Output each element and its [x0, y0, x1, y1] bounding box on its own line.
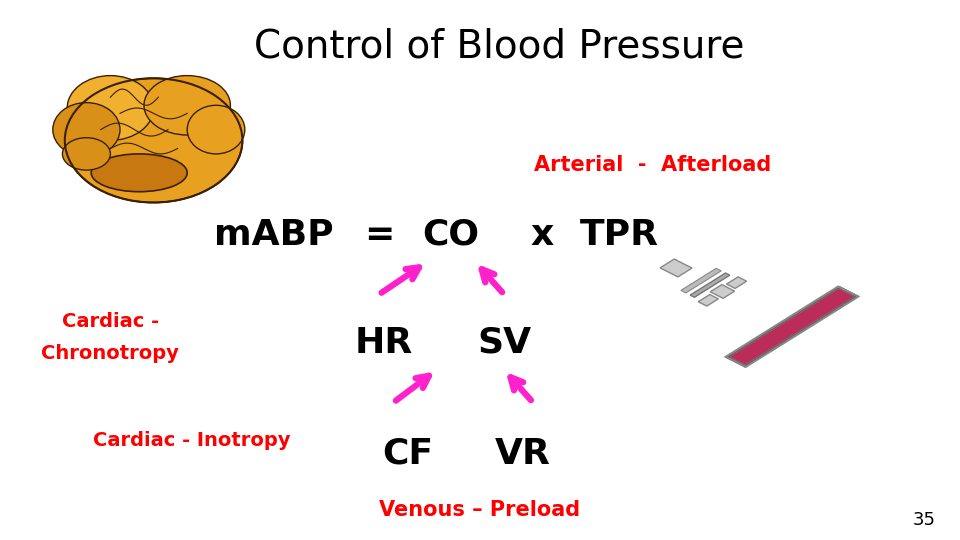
- Text: mABP: mABP: [214, 218, 333, 252]
- Text: HR: HR: [355, 326, 413, 360]
- Text: Control of Blood Pressure: Control of Blood Pressure: [254, 27, 744, 65]
- Ellipse shape: [64, 78, 242, 202]
- Text: 35: 35: [913, 511, 936, 529]
- Polygon shape: [698, 294, 718, 306]
- Polygon shape: [730, 288, 854, 365]
- Text: Cardiac - Inotropy: Cardiac - Inotropy: [93, 430, 291, 450]
- Text: =: =: [364, 218, 395, 252]
- Ellipse shape: [144, 76, 230, 135]
- Ellipse shape: [67, 76, 154, 140]
- Ellipse shape: [62, 138, 110, 170]
- Text: Chronotropy: Chronotropy: [41, 344, 180, 363]
- Text: x: x: [531, 218, 554, 252]
- Ellipse shape: [187, 105, 245, 154]
- Polygon shape: [710, 285, 734, 298]
- Text: Cardiac -: Cardiac -: [61, 312, 159, 331]
- Text: Arterial  -  Afterload: Arterial - Afterload: [534, 154, 772, 175]
- Text: SV: SV: [477, 326, 531, 360]
- Text: CF: CF: [382, 437, 434, 470]
- Polygon shape: [727, 287, 857, 366]
- Text: TPR: TPR: [580, 218, 659, 252]
- Text: Venous – Preload: Venous – Preload: [379, 500, 581, 521]
- Text: VR: VR: [495, 437, 551, 470]
- Polygon shape: [681, 268, 721, 293]
- Ellipse shape: [91, 154, 187, 192]
- Polygon shape: [690, 273, 730, 297]
- Text: CO: CO: [422, 218, 480, 252]
- Ellipse shape: [53, 103, 120, 157]
- Polygon shape: [660, 259, 692, 277]
- Polygon shape: [727, 277, 747, 288]
